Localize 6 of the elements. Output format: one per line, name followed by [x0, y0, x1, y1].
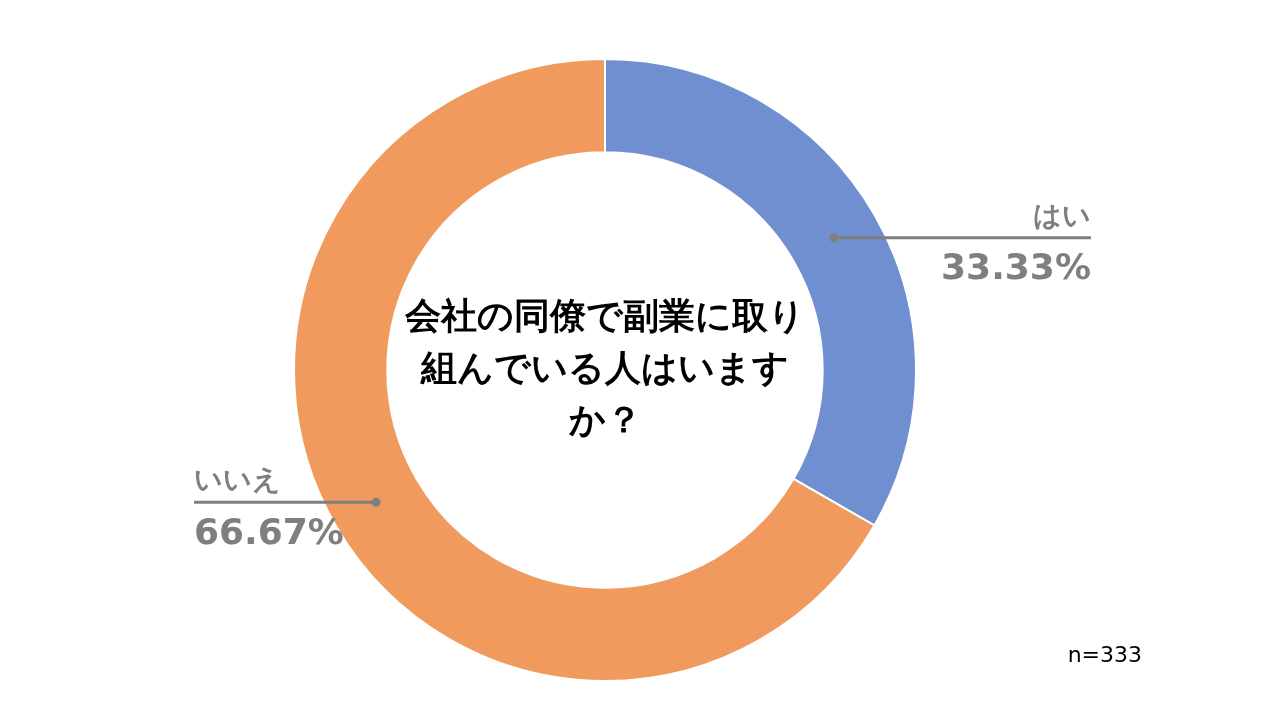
slice-label: はい — [1033, 199, 1091, 233]
data-label: 33.33% — [941, 246, 1091, 288]
text: n=333 — [1067, 642, 1142, 667]
slice-label: いいえ — [194, 463, 281, 497]
text: 会社の同僚で副業に取り組んでいる人はいますか？ — [405, 294, 805, 442]
data-label: 66.67% — [194, 510, 344, 552]
